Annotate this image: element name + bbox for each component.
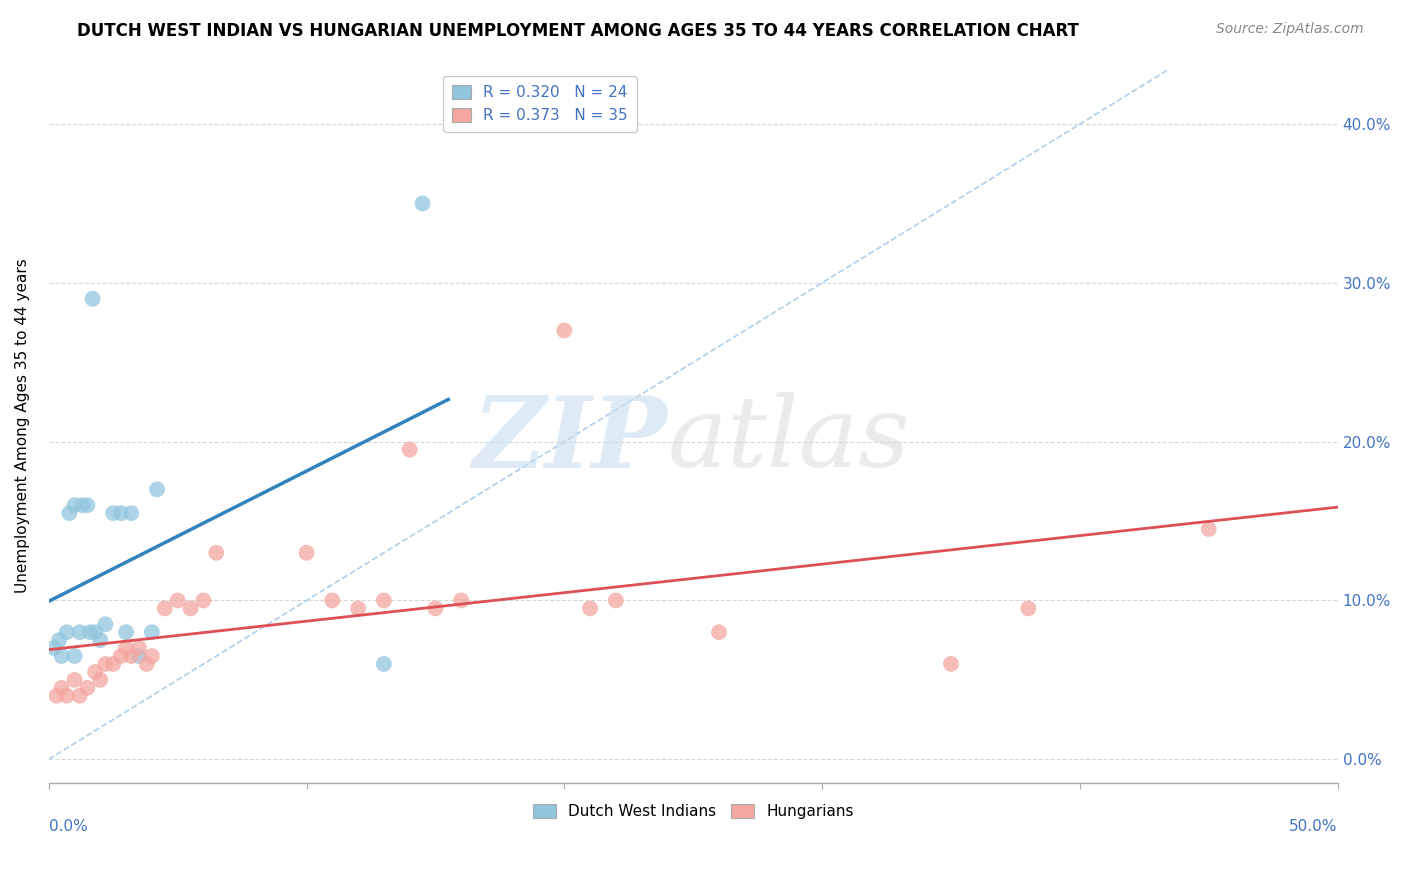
Point xyxy=(63,673,86,687)
Legend: Dutch West Indians, Hungarians: Dutch West Indians, Hungarians xyxy=(526,798,860,825)
Point xyxy=(205,546,228,560)
Point xyxy=(103,506,125,520)
Point xyxy=(89,633,111,648)
Point xyxy=(373,593,395,607)
Point xyxy=(115,641,138,656)
Point xyxy=(553,324,575,338)
Point xyxy=(110,648,132,663)
Text: atlas: atlas xyxy=(668,392,910,488)
Point xyxy=(69,625,91,640)
Text: Source: ZipAtlas.com: Source: ZipAtlas.com xyxy=(1216,22,1364,37)
Text: 50.0%: 50.0% xyxy=(1289,819,1337,834)
Point xyxy=(321,593,343,607)
Text: ZIP: ZIP xyxy=(472,392,668,488)
Point xyxy=(103,657,125,671)
Point xyxy=(42,641,65,656)
Point xyxy=(110,506,132,520)
Point xyxy=(128,641,150,656)
Point xyxy=(707,625,730,640)
Point xyxy=(153,601,176,615)
Point xyxy=(347,601,370,615)
Point xyxy=(373,657,395,671)
Point xyxy=(84,625,107,640)
Point xyxy=(51,681,73,695)
Point xyxy=(1017,601,1039,615)
Point xyxy=(605,593,627,607)
Point xyxy=(76,498,98,512)
Point xyxy=(180,601,202,615)
Point xyxy=(48,633,70,648)
Text: DUTCH WEST INDIAN VS HUNGARIAN UNEMPLOYMENT AMONG AGES 35 TO 44 YEARS CORRELATIO: DUTCH WEST INDIAN VS HUNGARIAN UNEMPLOYM… xyxy=(77,22,1080,40)
Point xyxy=(84,665,107,679)
Point xyxy=(45,689,67,703)
Point xyxy=(82,292,104,306)
Point xyxy=(1198,522,1220,536)
Point xyxy=(58,506,80,520)
Point xyxy=(141,648,163,663)
Point xyxy=(76,681,98,695)
Point xyxy=(94,657,117,671)
Point xyxy=(579,601,602,615)
Point xyxy=(135,657,157,671)
Point xyxy=(89,673,111,687)
Y-axis label: Unemployment Among Ages 35 to 44 years: Unemployment Among Ages 35 to 44 years xyxy=(15,259,30,593)
Point xyxy=(398,442,420,457)
Point xyxy=(94,617,117,632)
Point xyxy=(425,601,447,615)
Point xyxy=(72,498,94,512)
Point xyxy=(412,196,434,211)
Point xyxy=(63,648,86,663)
Point xyxy=(120,506,142,520)
Point xyxy=(79,625,101,640)
Point xyxy=(146,483,169,497)
Point xyxy=(193,593,215,607)
Point xyxy=(120,648,142,663)
Point xyxy=(69,689,91,703)
Point xyxy=(295,546,318,560)
Point xyxy=(63,498,86,512)
Point xyxy=(56,689,79,703)
Point xyxy=(51,648,73,663)
Point xyxy=(166,593,188,607)
Point xyxy=(115,625,138,640)
Point xyxy=(128,648,150,663)
Text: 0.0%: 0.0% xyxy=(49,819,87,834)
Point xyxy=(450,593,472,607)
Point xyxy=(56,625,79,640)
Point xyxy=(939,657,962,671)
Point xyxy=(141,625,163,640)
